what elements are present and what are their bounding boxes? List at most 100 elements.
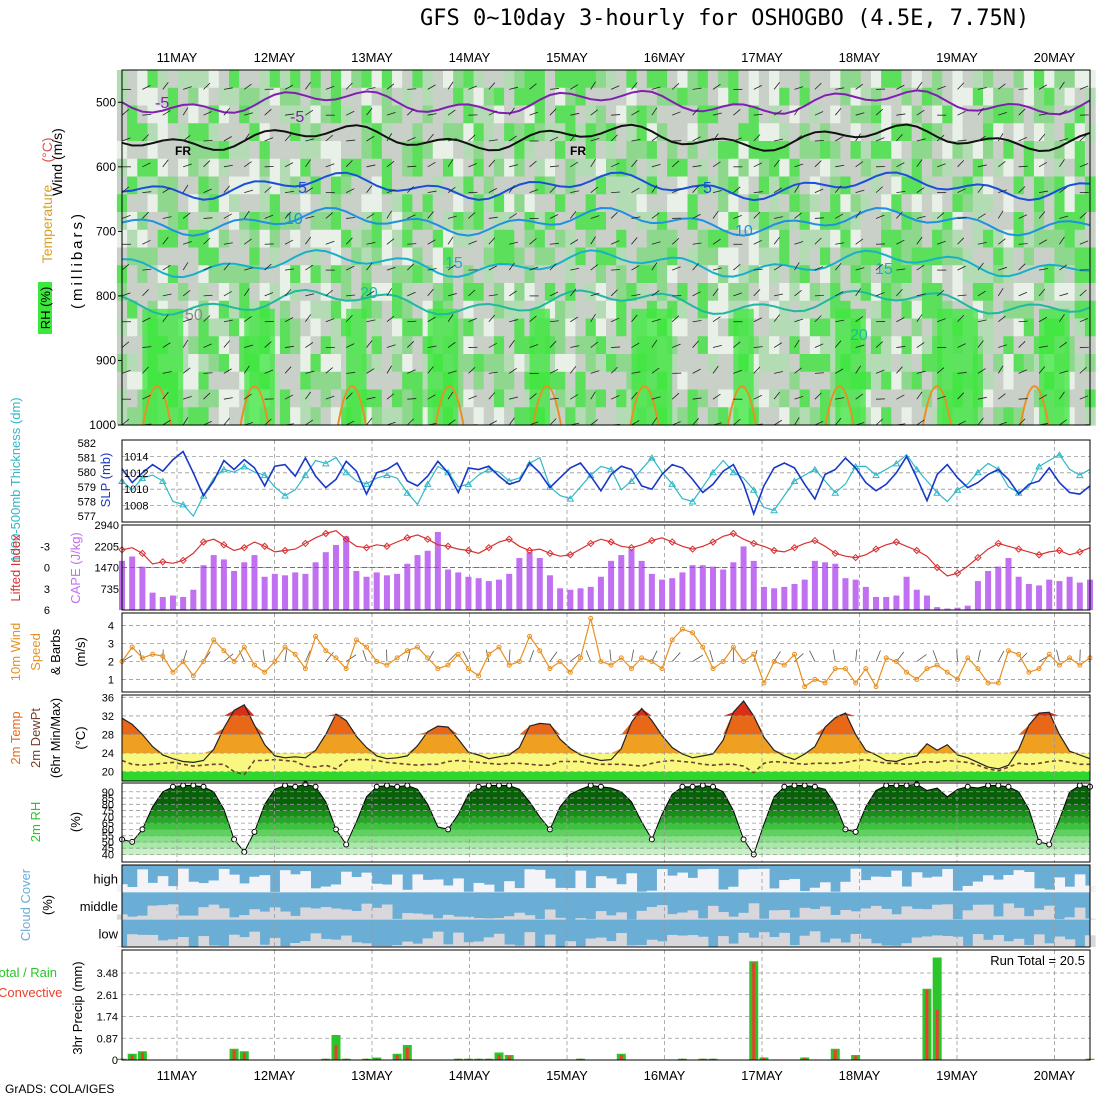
cloud-cover-cell <box>493 891 505 893</box>
wind-barb <box>651 86 661 90</box>
rh-cell <box>269 247 281 266</box>
rh-cell <box>544 141 556 160</box>
wind-speed-marker <box>730 644 736 650</box>
y-tick-label-precip: 3.48 <box>97 968 118 980</box>
cape-bar <box>455 572 462 610</box>
rh-cell <box>779 336 791 355</box>
rh-cell <box>381 318 393 337</box>
rh-cell <box>769 265 780 284</box>
temp-line <box>121 700 1091 770</box>
rh-cell <box>1013 194 1025 213</box>
rh-cell <box>769 318 780 337</box>
rh-cell <box>585 158 597 178</box>
wind-barb <box>386 365 393 374</box>
rh-cell <box>718 318 729 337</box>
y-tick-label-thickness: 581 <box>78 453 96 465</box>
rh-cell <box>921 283 933 302</box>
wind-speed-marker <box>710 666 716 672</box>
rh-cell <box>361 283 373 302</box>
wind-barb <box>651 107 658 116</box>
rh-cell <box>137 194 149 213</box>
rh-cell <box>697 283 709 302</box>
rh-cell <box>259 141 271 160</box>
cloud-cover-cell <box>911 908 923 920</box>
rh-cell <box>993 229 1004 249</box>
rh-cell <box>381 407 393 426</box>
cloud-cover-cell <box>585 938 597 947</box>
rh-cell <box>310 212 322 231</box>
y-tick-label-li: -3 <box>40 541 50 553</box>
rh-cell <box>769 407 780 426</box>
date-label-bottom: 13MAY <box>351 1068 393 1083</box>
rh-cell <box>942 283 954 302</box>
rh-cell <box>432 212 444 231</box>
rh-cell <box>1044 176 1055 195</box>
cloud-cover-cell <box>646 906 658 920</box>
rh-cell <box>188 123 200 142</box>
cloud-cover-cell <box>738 932 750 947</box>
y-axis-label-millibars: (millibars) <box>69 211 86 309</box>
rh-cell <box>626 123 638 142</box>
precip-convective-bar <box>854 1056 858 1060</box>
wind-barb <box>631 82 638 90</box>
cloud-cover-cell <box>137 869 148 893</box>
rh-cell <box>330 212 342 231</box>
temperature-contour <box>121 89 1091 116</box>
rh-cell <box>819 336 831 355</box>
y-axis-label-precip: 3hr Precip (mm) <box>70 961 85 1054</box>
rh-cell <box>279 336 291 355</box>
rh-cell <box>748 105 760 124</box>
rh-cell <box>595 300 607 320</box>
wind-barb <box>121 109 130 116</box>
rh-cell <box>575 105 587 124</box>
rh-cell <box>310 87 322 107</box>
rh-cell <box>606 229 617 249</box>
wind-barb <box>182 339 189 348</box>
rh-cell <box>1074 354 1086 373</box>
wind-speed-marker <box>1056 662 1062 668</box>
wind-barb <box>896 113 906 116</box>
surface-wind-barb <box>262 649 266 662</box>
rh-cell <box>269 158 281 178</box>
rh-cell <box>157 70 169 89</box>
lifted-index-marker <box>933 563 941 572</box>
rh-cell <box>718 176 729 195</box>
lifted-index-marker <box>1055 546 1064 555</box>
cape-bar <box>1036 585 1043 610</box>
rh-cell <box>1074 283 1086 302</box>
rh-cell <box>279 318 291 337</box>
wind-speed-marker <box>394 655 400 661</box>
cape-bar <box>659 579 666 610</box>
rh-cell <box>636 176 648 195</box>
rh-cell <box>259 229 271 249</box>
rh-cell <box>493 283 505 302</box>
rh-cell <box>1054 70 1066 89</box>
rh-cell <box>585 336 597 355</box>
cloud-cover-cell <box>830 914 841 920</box>
rh-cell <box>565 354 577 373</box>
rh-cell <box>707 354 719 373</box>
rh-cell <box>422 158 434 178</box>
precip-convective-bar <box>375 1058 379 1060</box>
wind-barb <box>162 236 169 245</box>
rh-cell <box>942 87 954 107</box>
rh-cell <box>707 105 719 124</box>
rh-cell <box>942 158 954 178</box>
rh-marker <box>485 782 492 789</box>
wind-barb <box>121 292 131 297</box>
rh-cell <box>269 265 281 284</box>
y-axis-label-10m-wind-unit: (m/s) <box>73 637 88 667</box>
rh-line <box>121 783 1091 863</box>
rh-cell <box>147 247 159 266</box>
wind-barb <box>264 341 272 348</box>
wind-barb <box>244 316 252 323</box>
cloud-cover-cell <box>473 941 485 947</box>
rh-cell <box>544 87 556 107</box>
rh-cell <box>993 265 1004 284</box>
y-tick-label-li: 0 <box>44 563 50 575</box>
cloud-cover-cell <box>1054 936 1066 947</box>
wind-barb <box>508 290 517 297</box>
rh-cell <box>514 354 526 373</box>
rh-cell <box>259 265 271 284</box>
rh-cell <box>534 87 546 107</box>
